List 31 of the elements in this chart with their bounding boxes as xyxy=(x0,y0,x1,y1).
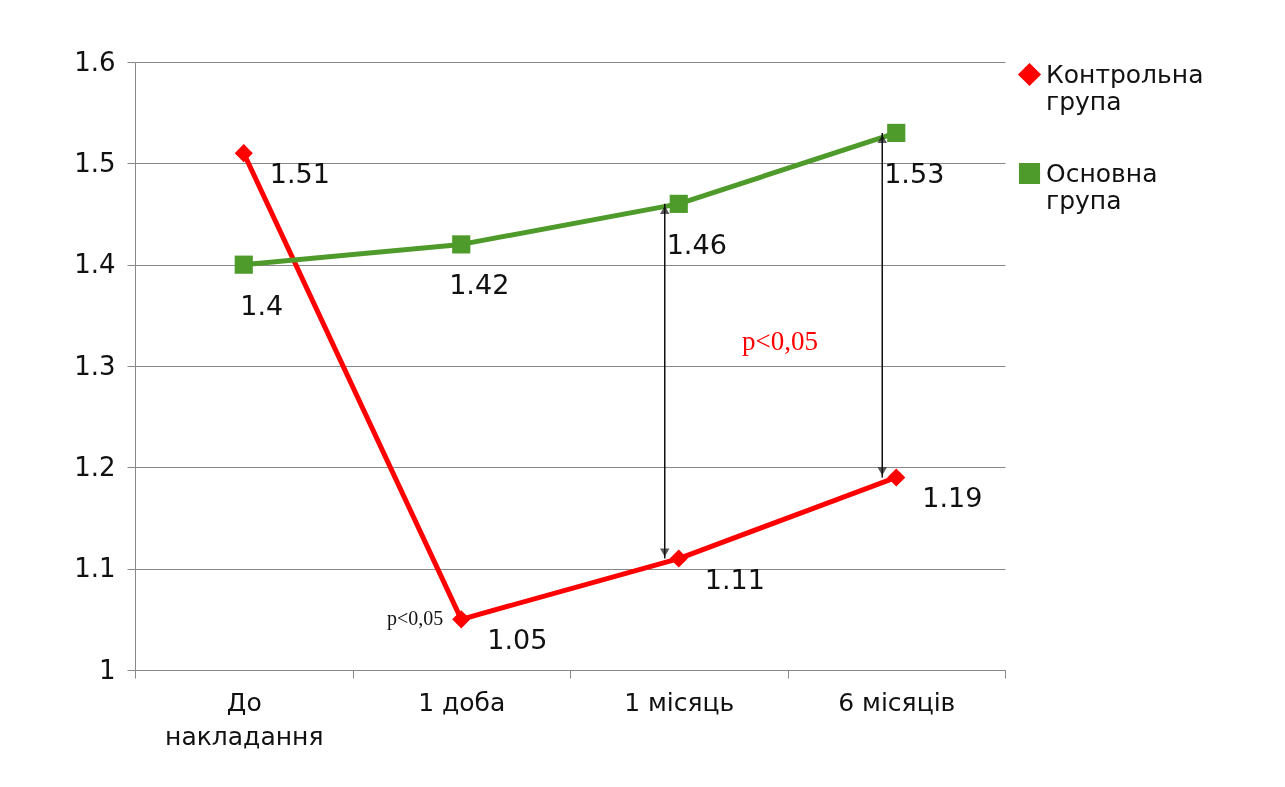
y-tick-label: 1 xyxy=(98,654,116,685)
data-label: 1.42 xyxy=(449,269,510,301)
point xyxy=(452,610,471,629)
data-label: 1.05 xyxy=(487,624,548,656)
data-label: 1.53 xyxy=(884,157,945,189)
x-tick-label: До накладання xyxy=(165,687,324,751)
x-tick-label: 1 місяць xyxy=(624,687,735,717)
point xyxy=(887,123,906,143)
data-label: 1.19 xyxy=(922,482,983,514)
y-tick-label: 1.3 xyxy=(74,350,116,381)
x-tick-label: 6 місяців xyxy=(838,687,956,717)
y-tick-label: 1.2 xyxy=(74,451,116,482)
point xyxy=(887,468,906,487)
annotation: p<0,05 xyxy=(742,326,818,356)
point xyxy=(669,194,688,213)
point xyxy=(234,144,253,163)
y-tick-label: 1.6 xyxy=(74,46,116,77)
data-label: 1.51 xyxy=(269,158,330,190)
annotation: p<0,05 xyxy=(386,607,444,631)
legend-label: Основна група xyxy=(1046,158,1158,215)
y-tick-label: 1.4 xyxy=(74,249,116,280)
point xyxy=(234,255,253,274)
point xyxy=(452,235,471,254)
point xyxy=(669,549,688,568)
legend-label: Контрольна група xyxy=(1046,59,1204,116)
y-tick-label: 1.5 xyxy=(74,147,116,178)
data-label: 1.11 xyxy=(704,563,765,595)
x-tick-label: 1 доба xyxy=(418,687,506,717)
data-label: 1.4 xyxy=(240,289,284,321)
y-tick-label: 1.1 xyxy=(74,553,116,584)
data-label: 1.46 xyxy=(666,228,727,260)
